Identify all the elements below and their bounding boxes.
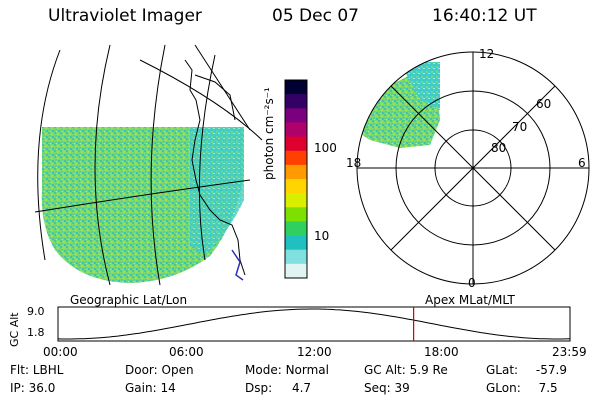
- colorbar-band: [285, 94, 307, 109]
- colorbar-band: [285, 263, 307, 279]
- info-mode-value: Normal: [285, 363, 329, 377]
- info-gain-value: 14: [160, 381, 176, 395]
- colorbar-band: [285, 80, 307, 95]
- info-door-value: Open: [161, 363, 194, 377]
- colorbar-band: [285, 150, 307, 166]
- info-gcalt-value: 5.9 Re: [409, 363, 448, 377]
- info-seq-label: Seq:: [364, 381, 391, 395]
- left-map-caption: Geographic Lat/Lon: [70, 293, 188, 307]
- lat-label-80: 80: [491, 141, 507, 155]
- lat-label-60: 60: [536, 97, 552, 111]
- info-glat: GLat: -57.9: [486, 363, 567, 377]
- colorbar-band: [285, 221, 307, 237]
- info-dsp: Dsp: 4.7: [245, 381, 311, 395]
- info-seq: Seq: 39: [364, 381, 410, 395]
- info-gcalt-label: GC Alt:: [364, 363, 406, 377]
- info-door: Door: Open: [125, 363, 194, 377]
- mlt-label-18: 18: [346, 156, 362, 170]
- colorbar-band: [285, 207, 307, 222]
- colorbar-band: [285, 179, 307, 194]
- colorbar-label-text: photon cm⁻²s⁻¹: [262, 87, 276, 180]
- mlt-label-6: 6: [578, 156, 586, 170]
- altitude-plot: [57, 306, 571, 342]
- colorbar-band: [285, 235, 307, 251]
- info-flt-label: Flt:: [10, 363, 29, 377]
- info-ip-label: IP:: [10, 381, 25, 395]
- date-label: 05 Dec 07: [272, 6, 359, 26]
- colorbar-band: [285, 164, 307, 180]
- info-flt-value: LBHL: [32, 363, 64, 377]
- colorbar-band: [285, 193, 307, 208]
- info-gain: Gain: 14: [125, 381, 176, 395]
- info-gcalt: GC Alt: 5.9 Re: [364, 363, 448, 377]
- coastline: [184, 59, 246, 276]
- mlt-label-12: 12: [479, 47, 495, 61]
- info-glat-label: GLat:: [486, 363, 519, 377]
- info-flt: Flt: LBHL: [10, 363, 63, 377]
- info-ip-value: 36.0: [28, 381, 56, 395]
- altitude-ytick-bottom: 1.8: [27, 326, 45, 339]
- altitude-ylabel: GC Alt: [8, 312, 21, 347]
- colorbar-band: [285, 249, 307, 265]
- info-gain-label: Gain:: [125, 381, 157, 395]
- instrument-title: Ultraviolet Imager: [48, 6, 202, 26]
- colorbar-tick-10: 10: [314, 229, 330, 243]
- altitude-ytick-top: 9.0: [27, 305, 45, 318]
- polar-caption: Apex MLat/MLT: [425, 293, 515, 307]
- info-mode: Mode: Normal: [245, 363, 329, 377]
- polar-plot: [356, 51, 590, 285]
- colorbar-band: [285, 136, 307, 152]
- time-label: 16:40:12 UT: [432, 6, 537, 26]
- colorbar-band: [285, 122, 307, 138]
- info-glon: GLon: 7.5: [486, 381, 558, 395]
- colorbar-tick-100: 100: [314, 141, 337, 155]
- info-seq-value: 39: [394, 381, 410, 395]
- altitude-curve: [57, 308, 571, 340]
- info-door-label: Door:: [125, 363, 158, 377]
- info-glat-value: -57.9: [535, 363, 567, 377]
- info-glon-value: 7.5: [538, 381, 558, 395]
- xtick-0000: 00:00: [43, 345, 78, 359]
- colorbar: [284, 79, 308, 279]
- colorbar-label: photon cm⁻²s⁻¹: [262, 87, 276, 180]
- xtick-0600: 06:00: [169, 345, 204, 359]
- info-glon-label: GLon:: [486, 381, 521, 395]
- info-mode-label: Mode:: [245, 363, 282, 377]
- lat-label-70: 70: [512, 120, 528, 134]
- mlt-label-0: 0: [468, 276, 476, 290]
- xtick-1200: 12:00: [297, 345, 332, 359]
- info-dsp-value: 4.7: [291, 381, 312, 395]
- colorbar-band: [285, 108, 307, 123]
- info-dsp-label: Dsp:: [245, 381, 273, 395]
- lat-lon-grid: [34, 44, 263, 286]
- xtick-2359: 23:59: [552, 345, 587, 359]
- info-ip: IP: 36.0: [10, 381, 55, 395]
- xtick-1800: 18:00: [424, 345, 459, 359]
- geographic-image: [34, 44, 263, 286]
